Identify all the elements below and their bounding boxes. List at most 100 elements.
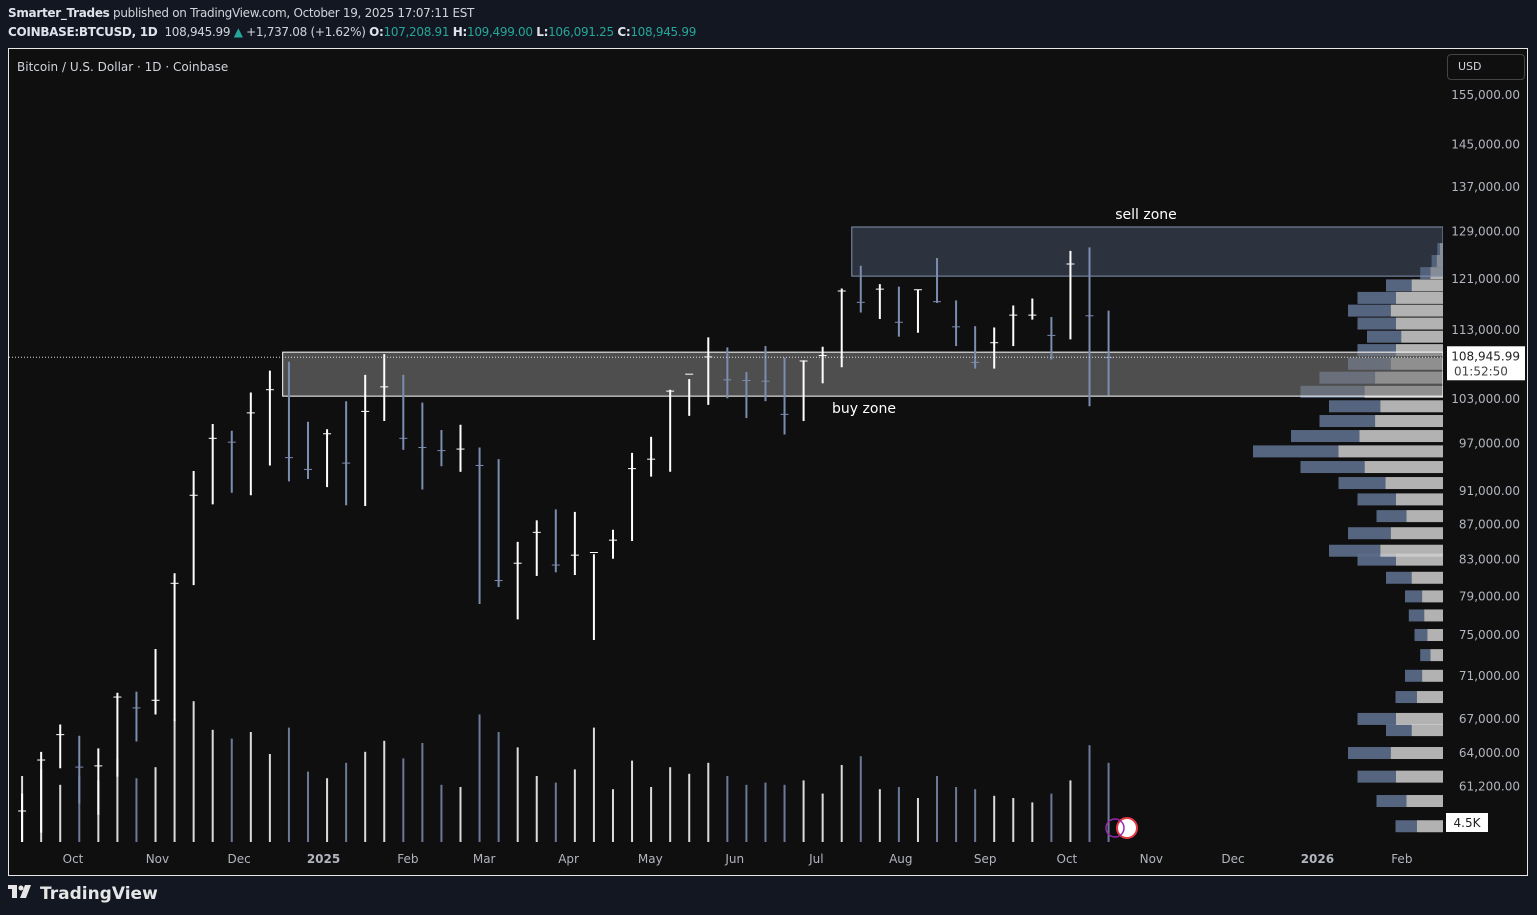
time-tick: Oct xyxy=(1057,852,1078,866)
time-tick: Apr xyxy=(558,852,579,866)
price-tick: 91,000.00 xyxy=(1459,484,1520,498)
price-tick: 103,000.00 xyxy=(1451,392,1520,406)
volume-bar xyxy=(783,784,786,842)
time-tick: Oct xyxy=(63,852,84,866)
volume-profile-down xyxy=(1348,747,1391,760)
publish-text: published on TradingView.com, October 19… xyxy=(109,6,475,20)
volume-bar xyxy=(669,767,672,842)
volume-profile-up xyxy=(1427,629,1443,642)
volume-profile-up xyxy=(1406,510,1443,523)
time-tick: Aug xyxy=(889,852,912,866)
volume-bar xyxy=(955,787,958,842)
volume-bar xyxy=(211,729,214,842)
volume-profile-down xyxy=(1357,317,1396,330)
volume-profile-up xyxy=(1395,291,1443,304)
volume-bar xyxy=(802,780,805,842)
volume-bar xyxy=(173,718,176,842)
volume-bar xyxy=(459,787,462,842)
time-tick: Mar xyxy=(473,852,496,866)
volume-profile-up xyxy=(1380,544,1443,557)
volume-bar xyxy=(707,762,710,842)
volume-profile-up xyxy=(1395,770,1443,783)
volume-bar xyxy=(421,743,424,842)
volume-profile-up xyxy=(1380,400,1443,413)
symbol: COINBASE:BTCUSD, 1D xyxy=(8,25,158,39)
volume-bar xyxy=(135,778,138,842)
volume-profile-up xyxy=(1390,747,1443,760)
author-link[interactable]: Smarter_Trades xyxy=(8,6,110,20)
volume-bar xyxy=(592,727,595,842)
volume-bar xyxy=(974,789,977,842)
volume-bar xyxy=(1069,780,1072,842)
countdown-label: 01:52:50 xyxy=(1454,364,1508,378)
volume-profile-up xyxy=(1430,649,1443,662)
volume-profile-down xyxy=(1357,770,1396,783)
currency-button[interactable]: USD xyxy=(1447,54,1525,80)
volume-profile-down xyxy=(1395,691,1417,704)
volume-bar xyxy=(840,765,843,842)
price-tick: 83,000.00 xyxy=(1459,553,1520,567)
volume-bar xyxy=(402,758,405,842)
volume-bar xyxy=(878,789,881,842)
volume-bar xyxy=(516,747,519,842)
last-price-label: 108,945.99 xyxy=(1451,349,1520,363)
volume-profile-down xyxy=(1437,243,1440,256)
volume-profile-down xyxy=(1376,795,1407,808)
symbol-info: COINBASE:BTCUSD, 1D 108,945.99 ▲ +1,737.… xyxy=(8,25,696,39)
time-tick: Feb xyxy=(1391,852,1412,866)
volume-bar xyxy=(307,771,310,842)
volume-bar xyxy=(936,776,939,842)
volume-profile-down xyxy=(1386,279,1412,292)
price-tick: 75,000.00 xyxy=(1459,628,1520,642)
time-tick: May xyxy=(638,852,663,866)
volume-bar xyxy=(21,776,24,842)
time-tick: 2026 xyxy=(1301,852,1334,866)
volume-profile-up xyxy=(1390,527,1443,540)
volume-bar xyxy=(573,769,576,842)
publish-info: Smarter_Trades published on TradingView.… xyxy=(8,6,474,20)
volume-bar xyxy=(897,787,900,842)
volume-bar xyxy=(611,789,614,842)
volume-profile-up xyxy=(1416,691,1443,704)
price-tick: 121,000.00 xyxy=(1451,272,1520,286)
last-price: 108,945.99 xyxy=(164,25,231,39)
last-price-badge xyxy=(1447,346,1525,381)
volume-bar xyxy=(192,701,195,842)
volume-bar xyxy=(268,754,271,842)
volume-profile-down xyxy=(1329,400,1381,413)
volume-profile-down xyxy=(1319,415,1376,428)
volume-profile-down xyxy=(1357,493,1396,506)
low-label: L: xyxy=(536,25,549,39)
chart-panel[interactable] xyxy=(8,48,1528,876)
volume-bar xyxy=(726,776,729,842)
volume-bar xyxy=(97,780,100,842)
volume-profile-down xyxy=(1338,477,1386,490)
volume-bar xyxy=(116,758,119,842)
volume-profile-down xyxy=(1367,330,1402,343)
tradingview-logo[interactable]: TradingView xyxy=(8,884,158,904)
volume-bar xyxy=(59,784,62,842)
price-tick: 155,000.00 xyxy=(1451,88,1520,102)
price-tick: 137,000.00 xyxy=(1451,180,1520,194)
volume-profile-down xyxy=(1348,527,1391,540)
volume-bar xyxy=(326,778,329,842)
volume-profile-up xyxy=(1338,445,1443,458)
price-tick: 61,200.00 xyxy=(1459,779,1520,793)
buy-zone xyxy=(282,351,1443,397)
volume-bar xyxy=(154,767,157,842)
volume-bar xyxy=(1107,762,1110,842)
volume-badge xyxy=(1446,813,1488,832)
low-value: 106,091.25 xyxy=(548,25,614,39)
volume-profile-down xyxy=(1300,461,1365,474)
volume-bar xyxy=(497,732,500,842)
volume-profile-down xyxy=(1395,820,1417,833)
volume-bar xyxy=(650,787,653,842)
volume-profile-up xyxy=(1395,317,1443,330)
time-tick: Jun xyxy=(724,852,744,866)
volume-profile-down xyxy=(1348,304,1391,317)
volume-bar xyxy=(478,714,481,842)
volume-profile-down xyxy=(1291,430,1360,443)
volume-profile-down xyxy=(1376,510,1407,523)
volume-profile-down xyxy=(1431,254,1437,267)
